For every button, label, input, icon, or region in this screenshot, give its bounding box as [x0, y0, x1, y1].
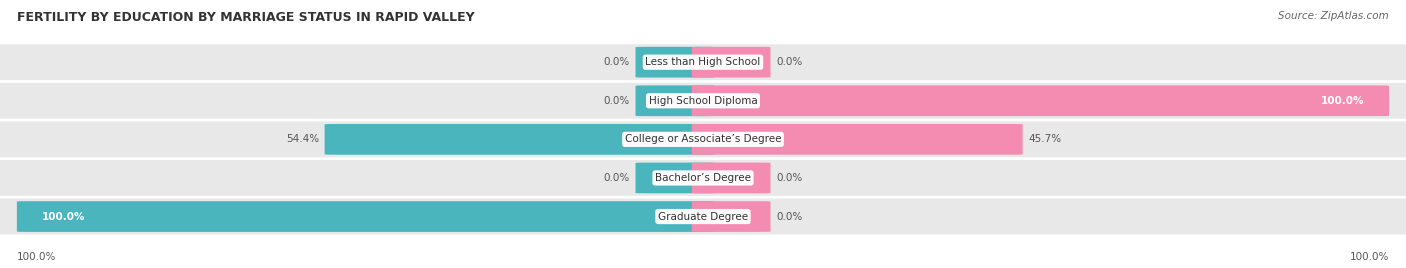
Text: 100.0%: 100.0% — [1350, 252, 1389, 262]
FancyBboxPatch shape — [0, 83, 1406, 119]
Text: Source: ZipAtlas.com: Source: ZipAtlas.com — [1278, 11, 1389, 21]
FancyBboxPatch shape — [0, 199, 1406, 234]
Text: 0.0%: 0.0% — [776, 57, 803, 67]
Text: 0.0%: 0.0% — [603, 173, 630, 183]
Text: 0.0%: 0.0% — [776, 173, 803, 183]
Text: 0.0%: 0.0% — [603, 57, 630, 67]
FancyBboxPatch shape — [692, 85, 1389, 116]
FancyBboxPatch shape — [692, 47, 770, 77]
FancyBboxPatch shape — [692, 201, 770, 232]
Text: 45.7%: 45.7% — [1028, 134, 1062, 144]
Text: FERTILITY BY EDUCATION BY MARRIAGE STATUS IN RAPID VALLEY: FERTILITY BY EDUCATION BY MARRIAGE STATU… — [17, 11, 474, 24]
FancyBboxPatch shape — [636, 47, 714, 77]
FancyBboxPatch shape — [692, 163, 770, 193]
Text: Graduate Degree: Graduate Degree — [658, 211, 748, 222]
Text: Less than High School: Less than High School — [645, 57, 761, 67]
FancyBboxPatch shape — [636, 163, 714, 193]
Text: 0.0%: 0.0% — [776, 211, 803, 222]
Text: 100.0%: 100.0% — [1320, 96, 1364, 106]
FancyBboxPatch shape — [0, 44, 1406, 80]
FancyBboxPatch shape — [17, 201, 714, 232]
FancyBboxPatch shape — [0, 121, 1406, 157]
Text: High School Diploma: High School Diploma — [648, 96, 758, 106]
Text: 54.4%: 54.4% — [285, 134, 319, 144]
Text: Bachelor’s Degree: Bachelor’s Degree — [655, 173, 751, 183]
Text: 0.0%: 0.0% — [603, 96, 630, 106]
Text: 100.0%: 100.0% — [42, 211, 86, 222]
Text: College or Associate’s Degree: College or Associate’s Degree — [624, 134, 782, 144]
FancyBboxPatch shape — [636, 85, 714, 116]
Text: 100.0%: 100.0% — [17, 252, 56, 262]
FancyBboxPatch shape — [0, 160, 1406, 196]
FancyBboxPatch shape — [692, 124, 1022, 155]
FancyBboxPatch shape — [325, 124, 714, 155]
